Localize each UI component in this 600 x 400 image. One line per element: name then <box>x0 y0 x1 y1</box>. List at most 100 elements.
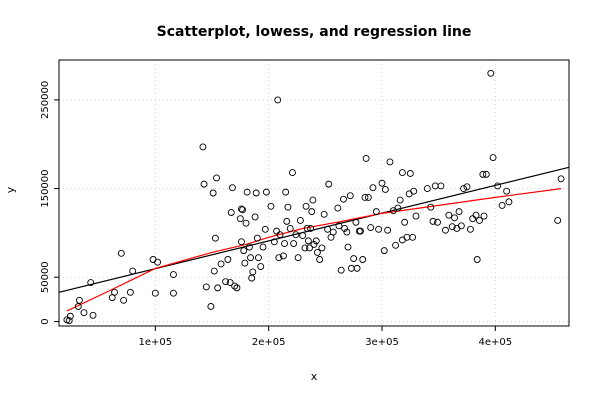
x-tick-label: 1e+05 <box>139 337 173 348</box>
data-point <box>253 234 261 242</box>
data-point <box>445 211 453 219</box>
data-point <box>369 184 377 192</box>
data-point <box>410 187 418 195</box>
data-point <box>329 228 337 236</box>
data-point <box>211 234 219 242</box>
data-point <box>463 183 471 191</box>
data-point <box>242 219 250 227</box>
data-point <box>233 284 241 292</box>
data-point <box>503 187 511 195</box>
data-point <box>406 170 414 177</box>
data-point <box>308 208 316 216</box>
data-point <box>312 237 320 245</box>
data-point <box>396 196 404 204</box>
data-point <box>350 255 358 263</box>
x-tick-label: 3e+05 <box>365 337 399 348</box>
data-point <box>361 193 369 201</box>
data-point <box>340 195 347 203</box>
data-point <box>227 209 235 216</box>
data-point <box>251 213 259 221</box>
data-point <box>480 212 488 220</box>
data-point <box>240 247 248 255</box>
data-point <box>448 223 456 231</box>
data-point <box>324 225 332 233</box>
data-point <box>238 238 245 246</box>
data-point <box>252 189 260 197</box>
data-point <box>372 208 380 216</box>
data-point <box>347 264 355 272</box>
data-point <box>455 208 463 216</box>
data-point <box>290 240 298 247</box>
data-point <box>362 154 370 162</box>
data-point <box>487 69 495 77</box>
y-axis-title: y <box>4 186 17 193</box>
y-axis: 0 50000 150000 250000 <box>40 81 59 325</box>
data-point <box>283 217 291 225</box>
data-point <box>207 303 215 310</box>
data-point <box>238 205 245 213</box>
data-point <box>301 244 309 252</box>
data-point <box>392 241 400 249</box>
y-tick-label: 0 <box>40 318 51 324</box>
data-point <box>352 218 360 226</box>
data-point <box>554 217 562 224</box>
data-point <box>434 218 441 226</box>
data-point <box>427 203 435 211</box>
y-tick-label: 250000 <box>40 81 51 119</box>
data-point <box>423 185 431 193</box>
data-point <box>75 296 83 304</box>
data-point <box>309 196 317 204</box>
data-point <box>346 192 354 200</box>
data-point <box>249 268 257 276</box>
data-point <box>226 279 234 287</box>
data-point <box>261 225 269 233</box>
data-point <box>325 180 333 188</box>
data-point <box>286 225 294 232</box>
data-point <box>466 225 474 233</box>
data-point <box>200 180 208 188</box>
data-point <box>357 227 364 235</box>
data-point <box>367 224 375 232</box>
data-point <box>129 267 137 275</box>
data-point <box>228 184 236 192</box>
data-point <box>398 169 406 177</box>
data-point <box>199 143 207 151</box>
data-point <box>222 278 230 286</box>
data-point <box>289 169 296 177</box>
data-point <box>117 249 125 257</box>
grid-lines <box>59 60 569 326</box>
data-point <box>170 289 177 297</box>
data-point <box>299 232 307 240</box>
data-point <box>460 185 468 193</box>
data-point <box>248 274 256 282</box>
data-point <box>469 215 477 223</box>
data-point <box>282 188 290 196</box>
data-point <box>429 217 437 225</box>
x-tick-label: 4e+05 <box>479 337 513 348</box>
data-point <box>381 186 389 193</box>
data-point <box>304 237 312 245</box>
data-point <box>259 243 267 251</box>
data-point <box>489 154 497 161</box>
data-point <box>126 288 134 296</box>
data-point <box>412 212 420 220</box>
data-point <box>292 231 300 239</box>
data-point <box>505 198 513 206</box>
data-point <box>473 256 481 263</box>
data-point <box>202 283 210 291</box>
data-point <box>80 309 88 317</box>
data-point <box>457 222 465 230</box>
data-point <box>318 244 326 252</box>
data-point <box>359 256 367 263</box>
regression-line <box>58 166 570 293</box>
data-point <box>89 311 97 319</box>
data-point <box>353 264 361 272</box>
data-point <box>241 259 249 267</box>
data-point <box>498 201 506 209</box>
x-tick-label: 2e+05 <box>252 337 286 348</box>
lowess-line <box>66 188 562 312</box>
data-point <box>154 258 162 266</box>
data-point <box>344 243 352 251</box>
data-point <box>111 288 118 296</box>
data-point <box>270 238 278 246</box>
